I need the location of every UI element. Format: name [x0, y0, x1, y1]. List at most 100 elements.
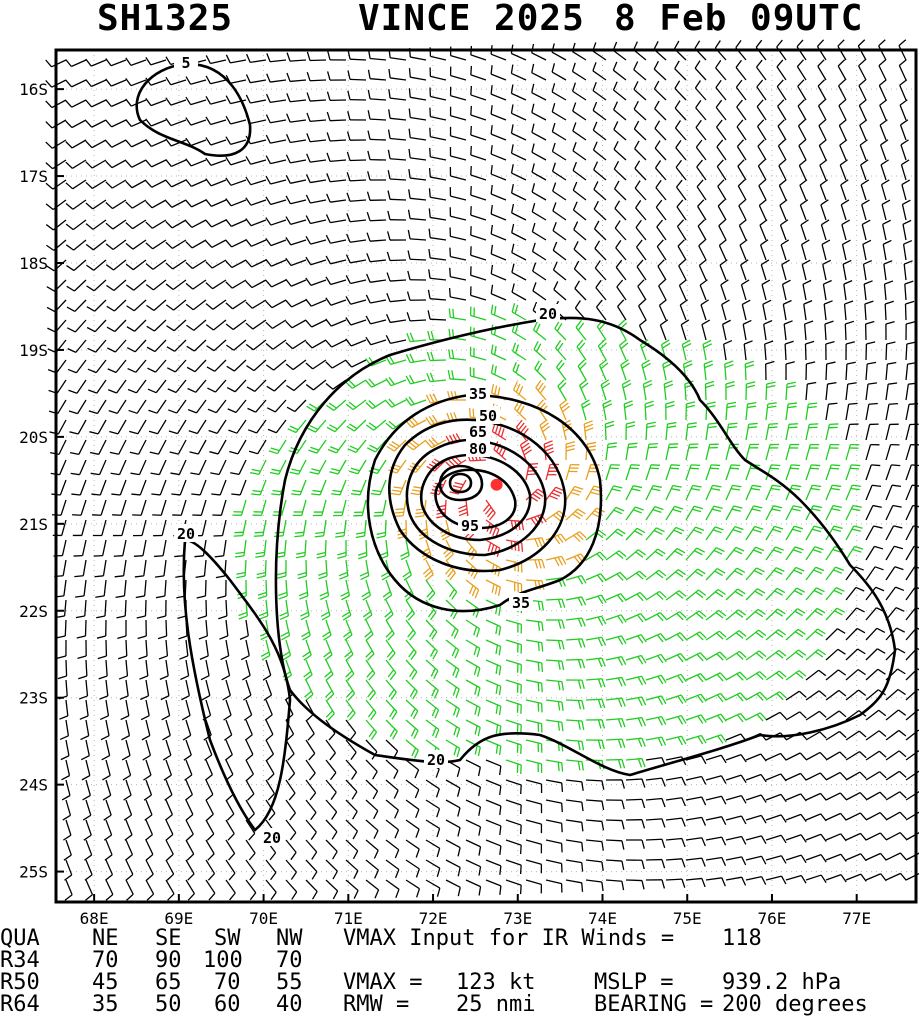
wind-barb: [426, 780, 439, 797]
wind-barb: [557, 360, 566, 380]
wind-barb: [126, 160, 146, 167]
wind-barb: [86, 220, 106, 229]
wind-barb: [646, 613, 666, 621]
wind-barb: [866, 874, 886, 881]
wind-barb: [266, 340, 286, 349]
wind-barb: [846, 546, 863, 560]
wind-barb: [726, 796, 746, 804]
wind-barb: [386, 880, 399, 898]
wind-barb: [806, 608, 825, 620]
wind-barb: [51, 480, 66, 495]
ytick-label-0: 16S: [19, 80, 48, 99]
wind-barb: [95, 560, 106, 577]
wind-barb: [246, 740, 253, 760]
wind-barb: [356, 520, 366, 538]
wind-barb: [586, 800, 604, 810]
wind-barb: [695, 81, 706, 100]
wind-barb: [818, 60, 826, 80]
wind-barb: [511, 65, 526, 80]
wind-barb: [388, 150, 406, 160]
wind-barb: [646, 696, 666, 705]
wind-barb: [886, 751, 906, 760]
wind-barb: [486, 800, 501, 815]
wind-barb: [726, 506, 742, 520]
wind-barb: [726, 589, 745, 600]
hdr-nw: NW: [276, 928, 303, 950]
wind-barb: [428, 290, 446, 300]
wind-barb: [573, 142, 586, 160]
wind-barb: [446, 720, 460, 737]
wind-barb: [695, 61, 706, 80]
wind-barb: [696, 120, 706, 140]
wind-barb: [386, 760, 398, 779]
wind-barb: [846, 465, 860, 480]
wind-barb: [106, 99, 126, 106]
wind-barb: [263, 660, 271, 680]
wind-barb: [491, 225, 506, 240]
wind-barb: [70, 440, 86, 454]
wind-barb: [486, 560, 500, 576]
row-qua: QUA: [0, 928, 40, 950]
wind-barb: [86, 100, 106, 107]
wind-barb: [104, 800, 111, 820]
wind-barb: [526, 780, 542, 793]
wind-barb: [486, 860, 501, 875]
wind-barb: [536, 380, 546, 400]
wind-barb: [706, 817, 726, 825]
wind-barb: [866, 649, 885, 660]
wind-barb: [566, 660, 585, 669]
wind-barb: [846, 403, 858, 420]
wind-barb: [290, 460, 306, 474]
contour-label-20: 20: [427, 751, 445, 769]
wind-barb: [409, 68, 426, 80]
wind-barb: [866, 710, 886, 720]
wind-barb: [706, 485, 721, 500]
wind-barb: [739, 200, 746, 220]
wind-barb: [161, 680, 169, 700]
wind-barb: [586, 880, 603, 891]
wind-barb: [113, 520, 126, 536]
wind-barb: [267, 53, 286, 61]
wind-barb: [746, 382, 755, 400]
wind-barb: [721, 280, 728, 300]
r64-ne: 35: [92, 994, 119, 1016]
wind-barb: [657, 240, 666, 260]
wind-barb: [206, 800, 213, 820]
wind-barb: [86, 79, 106, 86]
wind-barb: [586, 860, 603, 871]
wind-barb: [104, 820, 111, 840]
wind-barb: [266, 360, 286, 370]
wind-barb: [146, 240, 166, 249]
wind-barb: [367, 233, 386, 241]
wind-barb: [106, 58, 126, 65]
wind-barb: [307, 93, 326, 102]
wind-barb: [146, 220, 166, 228]
wind-barb: [784, 321, 792, 340]
wind-barb: [466, 800, 480, 816]
wind-barb: [706, 878, 725, 886]
wind-barb: [486, 660, 501, 675]
wind-barb: [386, 800, 398, 818]
wind-barb: [267, 400, 286, 412]
wind-barb: [326, 340, 346, 347]
wind-barb: [257, 560, 266, 578]
wind-barb: [166, 240, 186, 248]
wind-barb: [303, 640, 312, 660]
wind-barb: [506, 860, 521, 874]
wind-barb: [866, 424, 879, 440]
wind-barb: [826, 506, 842, 520]
wind-barb: [746, 815, 766, 823]
wind-barb: [86, 160, 106, 168]
wind-barb: [866, 485, 881, 500]
wind-barb: [882, 180, 890, 200]
wind-barb: [91, 460, 106, 475]
wind-barb: [526, 660, 542, 672]
wind-barb: [786, 629, 805, 640]
wind-barb: [606, 677, 625, 686]
wind-barb: [448, 370, 466, 380]
wind-barb: [606, 636, 626, 645]
contour-label-80: 80: [469, 440, 487, 458]
wind-barb: [766, 794, 786, 801]
wind-barb: [722, 300, 730, 320]
wind-barb: [763, 300, 771, 320]
